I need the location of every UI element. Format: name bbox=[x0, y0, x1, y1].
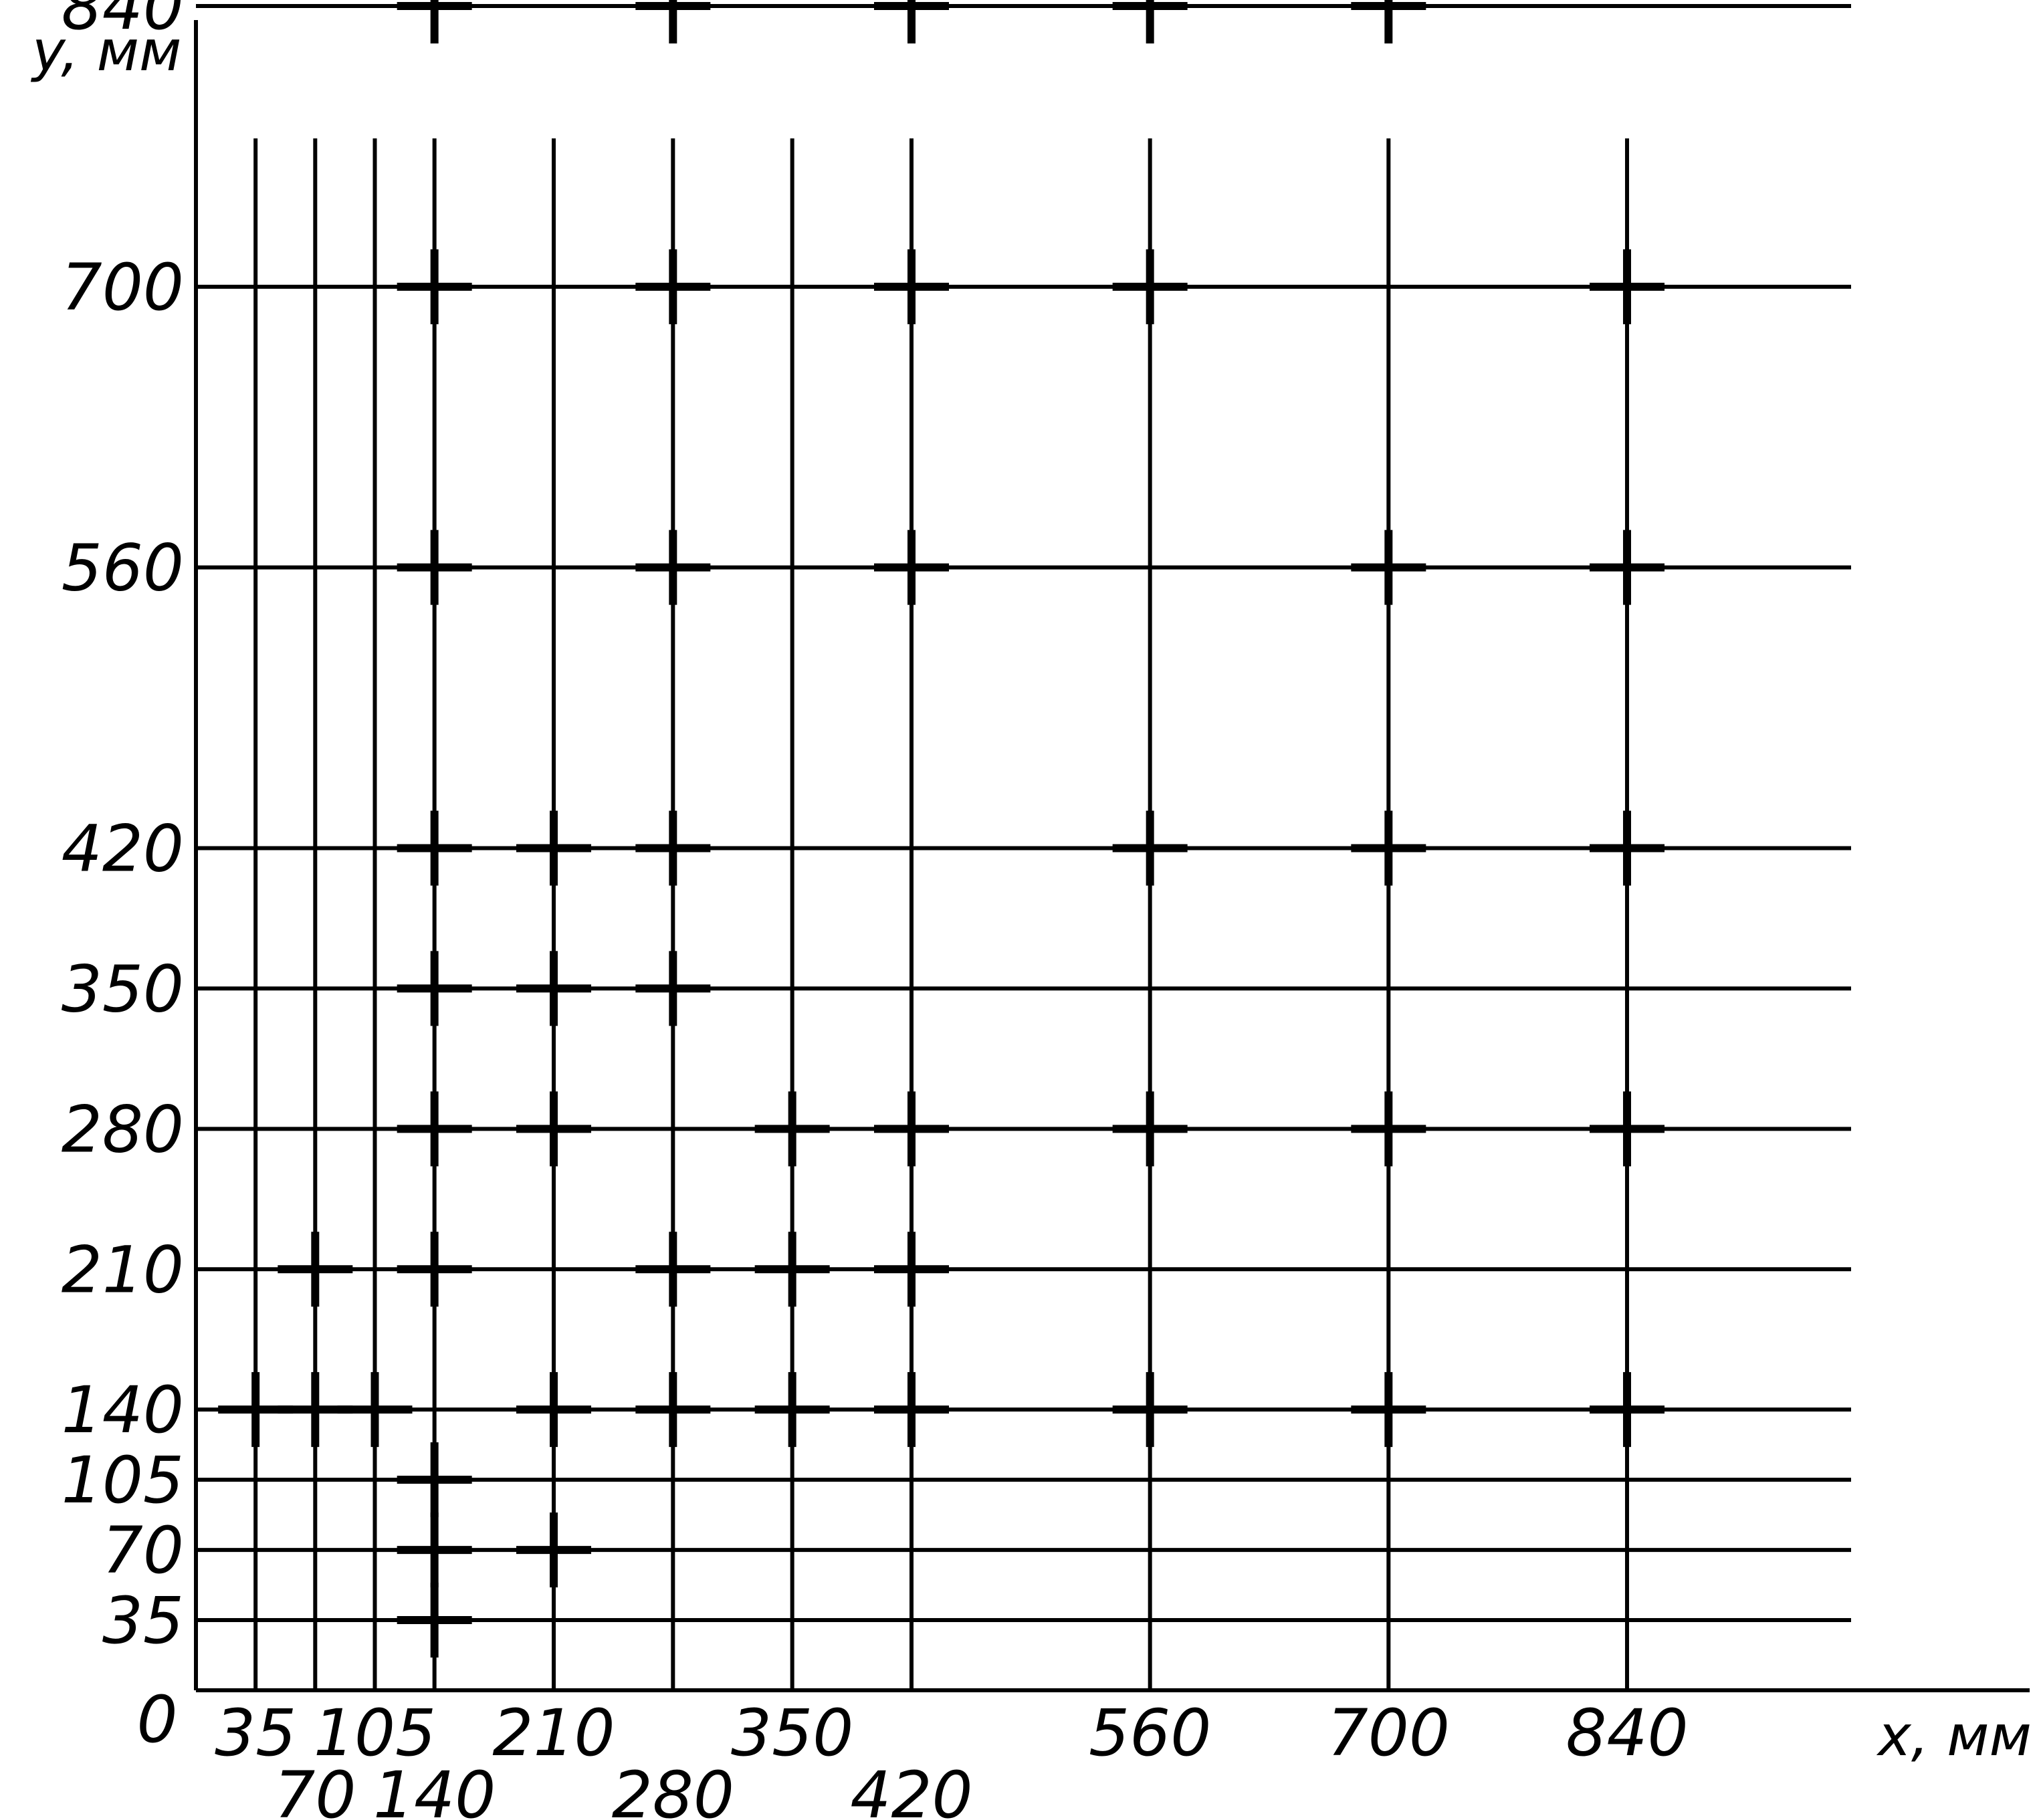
x-tick-label-35: 35 bbox=[215, 1696, 296, 1771]
point-marker bbox=[397, 249, 472, 324]
x-tick-label-140: 140 bbox=[373, 1758, 496, 1820]
point-marker bbox=[516, 951, 591, 1026]
point-marker bbox=[397, 0, 472, 44]
x-tick-label-105: 105 bbox=[314, 1696, 436, 1771]
point-marker bbox=[1351, 1091, 1426, 1167]
x-tick-label-560: 560 bbox=[1089, 1696, 1211, 1771]
point-marker bbox=[397, 810, 472, 886]
point-marker bbox=[397, 1442, 472, 1518]
y-tick-label-350: 350 bbox=[62, 951, 184, 1026]
point-marker bbox=[1112, 810, 1188, 886]
point-marker bbox=[397, 530, 472, 605]
point-marker bbox=[873, 1091, 949, 1167]
point-marker bbox=[1589, 249, 1665, 324]
point-marker bbox=[516, 1372, 591, 1448]
point-marker bbox=[1112, 249, 1188, 324]
point-marker bbox=[635, 249, 711, 324]
point-marker bbox=[516, 1091, 591, 1167]
point-marker bbox=[635, 530, 711, 605]
point-marker bbox=[635, 1232, 711, 1307]
y-tick-label-840: 840 bbox=[62, 0, 184, 44]
x-tick-label-840: 840 bbox=[1566, 1696, 1688, 1771]
point-marker bbox=[873, 530, 949, 605]
axes bbox=[194, 20, 2030, 1692]
point-marker bbox=[1112, 1091, 1188, 1167]
x-axis-label: x, мм bbox=[1876, 1703, 2032, 1769]
point-marker bbox=[635, 810, 711, 886]
point-marker bbox=[397, 951, 472, 1026]
x-tick-label-280: 280 bbox=[612, 1758, 734, 1820]
point-marker bbox=[1351, 0, 1426, 44]
y-axis-label: y, мм bbox=[30, 18, 181, 84]
point-marker bbox=[873, 1232, 949, 1307]
x-tick-label-420: 420 bbox=[850, 1758, 972, 1820]
point-marker bbox=[516, 810, 591, 886]
y-tick-label-210: 210 bbox=[62, 1232, 184, 1307]
point-marker bbox=[1351, 530, 1426, 605]
origin-label: 0 bbox=[136, 1682, 177, 1757]
point-marker bbox=[873, 1372, 949, 1448]
y-tick-label-140: 140 bbox=[62, 1373, 184, 1448]
point-marker bbox=[1589, 1372, 1665, 1448]
point-marker bbox=[754, 1372, 830, 1448]
point-marker bbox=[1112, 1372, 1188, 1448]
point-marker bbox=[1589, 1091, 1665, 1167]
x-tick-label-350: 350 bbox=[731, 1696, 853, 1771]
point-marker bbox=[754, 1091, 830, 1167]
y-tick-label-70: 70 bbox=[102, 1513, 184, 1588]
point-marker bbox=[635, 951, 711, 1026]
x-tick-label-70: 70 bbox=[274, 1758, 356, 1820]
point-marker bbox=[873, 0, 949, 44]
x-tick-label-210: 210 bbox=[492, 1696, 615, 1771]
point-marker bbox=[1589, 810, 1665, 886]
point-marker bbox=[397, 1583, 472, 1658]
point-marker bbox=[397, 1512, 472, 1588]
point-marker bbox=[1351, 810, 1426, 886]
point-marker bbox=[1351, 1372, 1426, 1448]
y-tick-label-35: 35 bbox=[102, 1583, 184, 1658]
y-tick-label-700: 700 bbox=[62, 250, 184, 325]
point-marker bbox=[754, 1232, 830, 1307]
point-marker bbox=[873, 249, 949, 324]
point-marker bbox=[397, 1091, 472, 1167]
point-marker bbox=[337, 1372, 413, 1448]
y-tick-label-560: 560 bbox=[62, 531, 184, 606]
x-tick-label-700: 700 bbox=[1327, 1696, 1450, 1771]
point-marker bbox=[1589, 530, 1665, 605]
point-marker bbox=[635, 0, 711, 44]
point-marker bbox=[516, 1512, 591, 1588]
point-marker bbox=[635, 1372, 711, 1448]
point-markers bbox=[218, 0, 1665, 1658]
point-marker bbox=[397, 1232, 472, 1307]
y-tick-label-420: 420 bbox=[62, 812, 184, 887]
y-tick-label-280: 280 bbox=[62, 1092, 184, 1167]
y-tick-label-105: 105 bbox=[62, 1443, 184, 1518]
point-marker bbox=[1112, 0, 1188, 44]
point-marker bbox=[278, 1232, 353, 1307]
